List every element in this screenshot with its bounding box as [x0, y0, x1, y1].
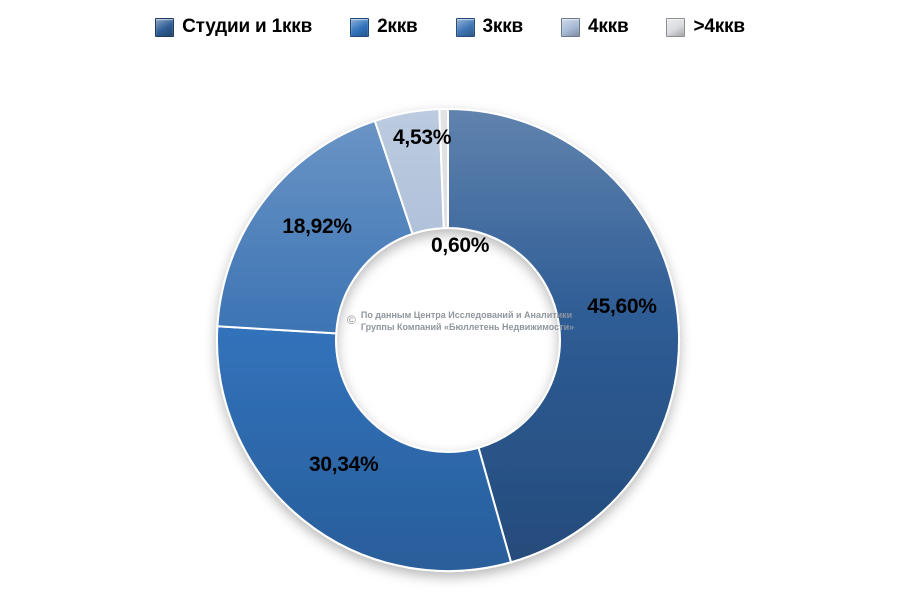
watermark: © По данным Центра Исследований и Аналит… — [347, 310, 574, 333]
slice-label-3kkv: 18,92% — [282, 214, 352, 238]
donut-slice-2 — [216, 119, 414, 335]
slice-label-2kkv: 30,34% — [308, 453, 379, 477]
legend-label-3kkv: 3ккв — [482, 16, 524, 37]
slice-label-4kkv: 4,53% — [393, 125, 452, 149]
legend-item-3kkv: 3ккв — [455, 16, 524, 38]
watermark-line1: По данным Центра Исследований и Аналитик… — [360, 310, 573, 320]
legend-swatch-studii-1kkv — [155, 17, 175, 37]
donut-slice-1 — [216, 325, 512, 573]
copyright-icon: © — [347, 313, 356, 327]
legend-swatch-3kkv — [455, 17, 475, 37]
legend-item-2kkv: 2ккв — [350, 16, 418, 38]
chart-legend: Студии и 1ккв 2ккв 3ккв 4ккв >4ккв — [0, 16, 900, 38]
legend-swatch-gt4kkv — [666, 17, 686, 37]
legend-swatch-4kkv — [561, 17, 580, 37]
legend-item-studii-1kkv: Студии и 1ккв — [155, 16, 312, 38]
donut-slice-4 — [438, 107, 449, 230]
legend-label-2kkv: 2ккв — [377, 16, 418, 37]
watermark-text: По данным Центра Исследований и Аналитик… — [361, 310, 574, 333]
watermark-line2: Группы Компаний «Бюллетень Недвижимости» — [360, 321, 575, 332]
legend-label-gt4kkv: >4ккв — [693, 16, 745, 37]
slice-label-studii-1kkv: 45,60% — [587, 295, 657, 319]
legend-swatch-2kkv — [350, 17, 370, 37]
slice-label-gt4kkv: 0,60% — [431, 233, 490, 257]
legend-item-4kkv: 4ккв — [561, 16, 629, 38]
legend-label-4kkv: 4ккв — [588, 16, 629, 37]
legend-item-gt4kkv: >4ккв — [666, 16, 745, 38]
legend-label-studii-1kkv: Студии и 1ккв — [182, 16, 313, 37]
donut-slice-0 — [447, 108, 681, 564]
